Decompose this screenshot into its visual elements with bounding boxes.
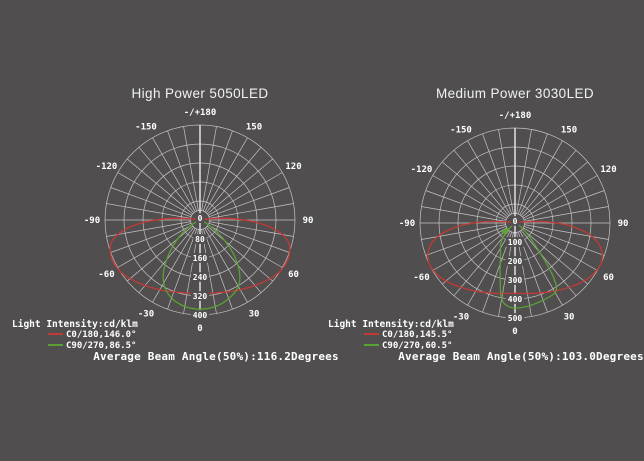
svg-text:400: 400 — [508, 295, 523, 304]
svg-text:-30: -30 — [138, 310, 154, 320]
svg-text:-120: -120 — [96, 162, 118, 172]
svg-text:200: 200 — [508, 257, 523, 266]
svg-text:320: 320 — [193, 292, 208, 301]
svg-text:-60: -60 — [98, 270, 114, 280]
radial-tick-labels: 0 100 200 300 400 500 — [505, 216, 525, 323]
curve-c90-270 — [162, 219, 241, 310]
svg-text:100: 100 — [508, 238, 523, 247]
chart2-title: Medium Power 3030LED — [435, 86, 595, 101]
curve-c0-180 — [427, 220, 603, 295]
c90-line-swatch — [48, 343, 63, 346]
svg-text:-30: -30 — [453, 313, 469, 323]
legend-entry-c90: C90/270,86.5° — [48, 341, 138, 352]
svg-text:0: 0 — [197, 324, 202, 334]
legend-entry-c0: C0/180,145.5° — [364, 330, 454, 341]
angle-labels: 0 30 60 90 120 150 -/+180 -150 -120 -90 -60 -30 — [399, 111, 629, 337]
chart2-beam-angle-text: Average Beam Angle(50%):103.0Degrees — [398, 350, 644, 363]
svg-text:30: 30 — [249, 310, 260, 320]
svg-text:30: 30 — [564, 313, 575, 323]
polar-chart-2: 0 30 60 90 120 150 -/+180 -150 -120 -90 -60 -30 0 100… — [399, 111, 629, 337]
svg-text:60: 60 — [288, 270, 299, 280]
svg-text:-90: -90 — [399, 219, 415, 229]
c90-line-swatch — [364, 343, 379, 346]
svg-text:0: 0 — [513, 217, 518, 226]
svg-text:240: 240 — [193, 273, 208, 282]
series-curves — [427, 220, 603, 309]
svg-text:-150: -150 — [135, 123, 157, 133]
legend-heading: Light Intensity:cd/klm — [328, 319, 454, 330]
legend-entry-label: C90/270,60.5° — [382, 341, 453, 351]
svg-text:-60: -60 — [413, 273, 429, 283]
svg-text:60: 60 — [603, 273, 614, 283]
chart1-title: High Power 5050LED — [131, 86, 269, 101]
svg-text:80: 80 — [195, 235, 205, 244]
radial-tick-labels: 0 80 160 240 320 400 — [190, 213, 210, 320]
svg-text:-120: -120 — [411, 165, 433, 175]
legend-entry-label: C0/180,145.5° — [382, 330, 453, 340]
svg-text:-/+180: -/+180 — [499, 111, 532, 121]
svg-text:-150: -150 — [450, 126, 472, 136]
c0-line-swatch — [364, 332, 379, 335]
legend-heading: Light Intensity:cd/klm — [12, 319, 138, 330]
svg-text:-90: -90 — [84, 216, 100, 226]
chart2-legend: Light Intensity:cd/klm C0/180,145.5° C90… — [328, 319, 454, 352]
svg-text:0: 0 — [198, 214, 203, 223]
polar-chart-1: 0 30 60 90 120 150 -/+180 -150 -120 -90 -60 -30 0 80 1… — [84, 108, 314, 334]
legend-entry-c0: C0/180,146.0° — [48, 330, 138, 341]
svg-text:0: 0 — [512, 327, 517, 337]
svg-text:120: 120 — [600, 165, 616, 175]
c0-line-swatch — [48, 332, 63, 335]
curve-c90-270 — [499, 222, 558, 309]
svg-text:90: 90 — [618, 219, 629, 229]
svg-text:150: 150 — [561, 126, 577, 136]
svg-text:300: 300 — [508, 276, 523, 285]
svg-text:500: 500 — [508, 314, 523, 323]
chart1-beam-angle-text: Average Beam Angle(50%):116.2Degrees — [93, 350, 339, 363]
svg-text:150: 150 — [246, 123, 262, 133]
svg-text:160: 160 — [193, 254, 208, 263]
svg-text:-/+180: -/+180 — [184, 108, 217, 118]
legend-entry-c90: C90/270,60.5° — [364, 341, 454, 352]
svg-text:90: 90 — [303, 216, 314, 226]
legend-entry-label: C0/180,146.0° — [66, 330, 137, 340]
curve-end-arrow — [500, 226, 509, 236]
legend-entry-label: C90/270,86.5° — [66, 341, 137, 351]
angle-labels: 0 30 60 90 120 150 -/+180 -150 -120 -90 -60 -30 — [84, 108, 314, 334]
chart1-legend: Light Intensity:cd/klm C0/180,146.0° C90… — [12, 319, 138, 352]
svg-text:120: 120 — [285, 162, 301, 172]
svg-text:400: 400 — [193, 311, 208, 320]
